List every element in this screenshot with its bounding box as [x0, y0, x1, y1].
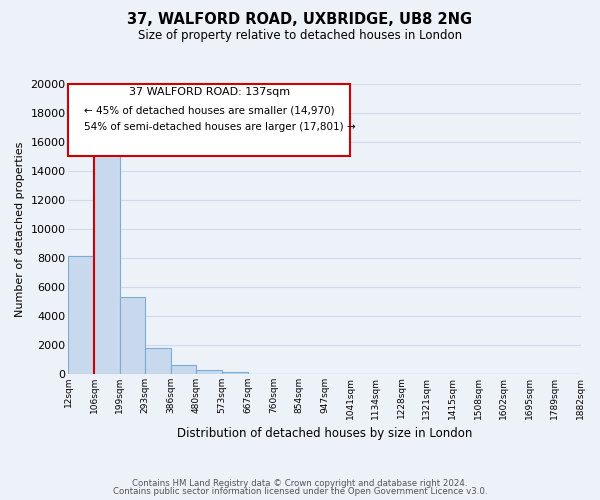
Text: 54% of semi-detached houses are larger (17,801) →: 54% of semi-detached houses are larger (…	[84, 122, 355, 132]
Bar	[196, 370, 222, 374]
Bar	[222, 372, 248, 374]
FancyBboxPatch shape	[68, 84, 350, 156]
Text: Size of property relative to detached houses in London: Size of property relative to detached ho…	[138, 29, 462, 42]
Bar	[119, 297, 145, 374]
Y-axis label: Number of detached properties: Number of detached properties	[15, 141, 25, 316]
X-axis label: Distribution of detached houses by size in London: Distribution of detached houses by size …	[177, 427, 472, 440]
Bar	[145, 348, 171, 374]
Text: Contains HM Land Registry data © Crown copyright and database right 2024.: Contains HM Land Registry data © Crown c…	[132, 478, 468, 488]
Text: 37 WALFORD ROAD: 137sqm: 37 WALFORD ROAD: 137sqm	[129, 87, 290, 97]
Bar	[94, 134, 119, 374]
Text: Contains public sector information licensed under the Open Government Licence v3: Contains public sector information licen…	[113, 487, 487, 496]
Text: ← 45% of detached houses are smaller (14,970): ← 45% of detached houses are smaller (14…	[84, 106, 334, 116]
Text: 37, WALFORD ROAD, UXBRIDGE, UB8 2NG: 37, WALFORD ROAD, UXBRIDGE, UB8 2NG	[127, 12, 473, 28]
Bar	[171, 365, 196, 374]
Bar	[68, 256, 94, 374]
